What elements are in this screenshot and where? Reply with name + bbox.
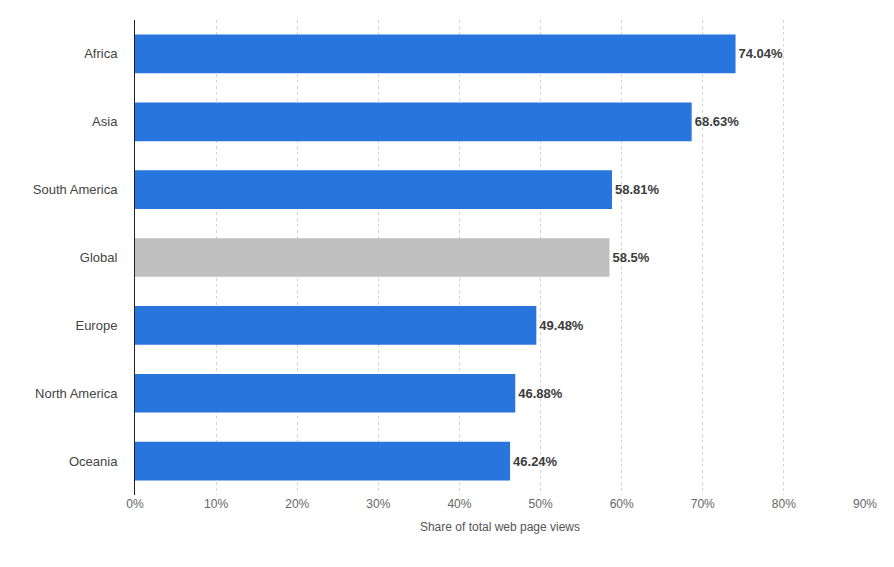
svg-text:North America: North America [35,386,118,401]
svg-text:49.48%: 49.48% [539,318,584,333]
svg-text:58.81%: 58.81% [615,182,660,197]
svg-text:90%: 90% [853,497,877,511]
svg-text:30%: 30% [366,497,390,511]
svg-text:58.5%: 58.5% [613,250,650,265]
svg-text:10%: 10% [204,497,228,511]
svg-text:Asia: Asia [92,114,118,129]
svg-text:Africa: Africa [84,46,118,61]
svg-text:40%: 40% [447,497,471,511]
svg-text:0%: 0% [126,497,144,511]
svg-text:46.24%: 46.24% [513,454,558,469]
svg-text:50%: 50% [529,497,553,511]
svg-text:70%: 70% [691,497,715,511]
svg-text:Europe: Europe [75,318,117,333]
svg-text:Oceania: Oceania [69,454,118,469]
svg-text:60%: 60% [610,497,634,511]
svg-text:80%: 80% [772,497,796,511]
svg-text:20%: 20% [285,497,309,511]
svg-text:Global: Global [80,250,118,265]
svg-text:68.63%: 68.63% [695,114,740,129]
svg-text:46.88%: 46.88% [518,386,563,401]
svg-text:Share of total web page views: Share of total web page views [420,520,580,534]
svg-text:74.04%: 74.04% [739,46,784,61]
svg-text:South America: South America [33,182,118,197]
